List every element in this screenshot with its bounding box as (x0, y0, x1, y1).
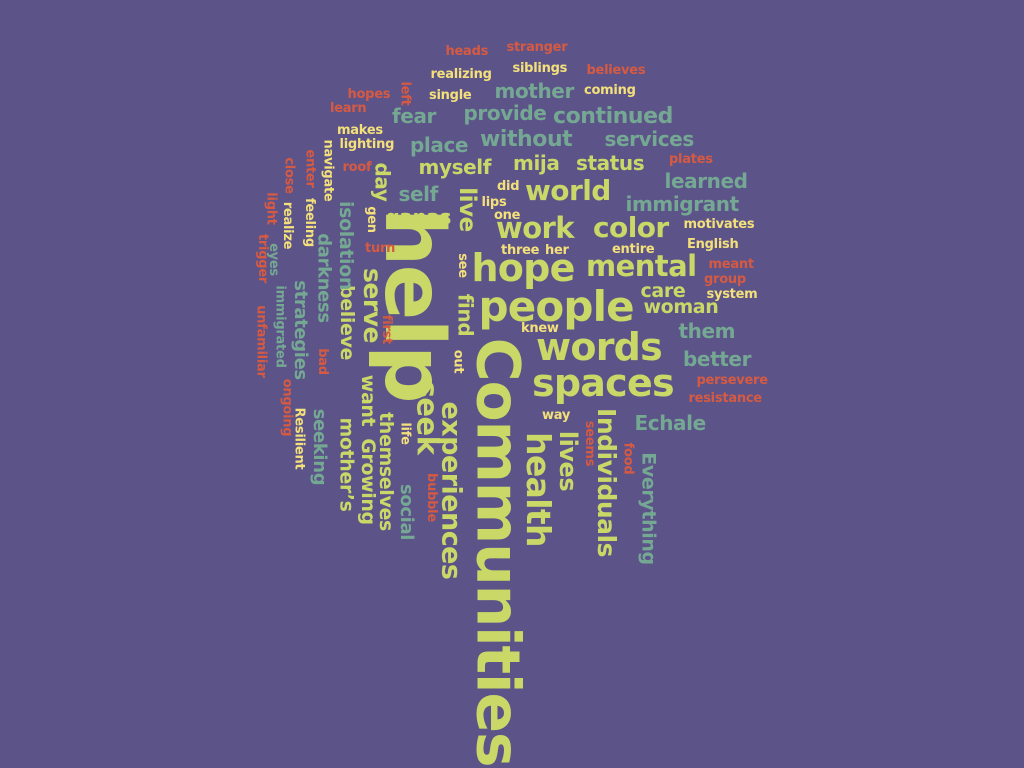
word-strategies: strategies (289, 280, 311, 380)
word-believe: believe (335, 284, 358, 360)
word-self: self (398, 182, 439, 206)
word-meant: meant (708, 256, 755, 272)
word-gen: gen (363, 205, 379, 233)
word-seek: seek (410, 380, 445, 454)
word-realize: realize (279, 201, 295, 249)
word-provide: provide (463, 101, 547, 125)
word-live: live (453, 186, 480, 232)
word-spaces: spaces (532, 361, 675, 405)
word-feeling: feeling (301, 197, 317, 247)
word-without: without (480, 127, 573, 152)
word-group: group (704, 271, 746, 287)
word-day: day (370, 162, 395, 202)
word-bubble: bubble (423, 472, 439, 522)
word-ongoing: ongoing (279, 378, 295, 436)
word-communities: Communities (461, 337, 532, 767)
word-enter: enter (302, 148, 318, 188)
word-services: services (604, 127, 695, 151)
word-entire: entire (612, 241, 655, 257)
word-motivates: motivates (683, 216, 755, 232)
word-bad: bad (314, 347, 330, 375)
word-them: them (678, 319, 736, 343)
word-light: light (263, 191, 279, 225)
word-immigrant: immigrant (625, 192, 740, 216)
word-english: English (687, 236, 739, 252)
word-learn: learn (330, 100, 367, 116)
word-out: out (450, 349, 466, 373)
word-social: social (396, 483, 418, 541)
word-stranger: stranger (506, 39, 568, 55)
word-find: find (452, 293, 477, 337)
word-lighting: lighting (339, 136, 395, 152)
word-her: her (545, 242, 569, 258)
word-mija: mija (513, 151, 560, 175)
word-care: care (640, 279, 686, 302)
word-seeking: seeking (309, 408, 331, 486)
word-learned: learned (664, 169, 749, 193)
word-system: system (706, 286, 758, 302)
word-everything: Everything (637, 451, 660, 565)
word-heads: heads (445, 43, 489, 59)
word-resilient: Resilient (291, 407, 307, 469)
word-unfamiliar: unfamiliar (253, 304, 269, 378)
word-turn: turn (365, 240, 396, 256)
word-did: did (497, 178, 520, 194)
word-three: three (501, 242, 540, 258)
word-mental: mental (586, 248, 697, 283)
word-left: left (397, 80, 413, 106)
word-isolation: isolation (334, 200, 357, 290)
word-place: place (410, 133, 469, 157)
word-see: see (454, 252, 470, 278)
word-roof: roof (342, 159, 372, 175)
word-growing: Growing (356, 437, 379, 525)
word-food: food (620, 442, 636, 474)
word-fear: fear (392, 104, 437, 128)
word-lives: lives (554, 430, 583, 492)
word-believes: believes (586, 62, 646, 78)
word-color: color (593, 211, 669, 244)
word-plates: plates (669, 151, 713, 167)
word-life: life (397, 421, 413, 445)
word-world: world (525, 174, 611, 207)
word-immigrated: immigrated (272, 284, 288, 368)
word-continued: continued (553, 104, 673, 129)
word-one: one (494, 207, 521, 223)
word-better: better (683, 347, 752, 371)
word-hope: hope (471, 246, 576, 290)
word-realizing: realizing (430, 66, 492, 82)
word-words: words (536, 325, 663, 369)
word-first: first (378, 314, 394, 344)
word-knew: knew (521, 320, 559, 336)
word-trigger: trigger (254, 233, 270, 283)
word-single: single (429, 87, 472, 103)
word-mother: mother (494, 79, 575, 103)
word-echale: Echale (634, 411, 707, 435)
word-individuals: Individuals (591, 407, 621, 557)
word-status: status (576, 151, 645, 175)
word-coming: coming (584, 82, 636, 98)
word-way: way (542, 407, 571, 423)
word-health: health (518, 431, 558, 547)
word-seems: seems (581, 420, 597, 466)
word-navigate: navigate (320, 139, 336, 201)
word-siblings: siblings (512, 60, 568, 76)
word-mother-s: mother’s (335, 416, 358, 512)
word-hopes: hopes (347, 86, 391, 102)
word-resistance: resistance (688, 390, 763, 406)
word-myself: myself (418, 155, 492, 179)
word-persevere: persevere (696, 372, 769, 388)
word-work: work (496, 210, 575, 245)
word-woman: woman (643, 295, 719, 318)
word-makes: makes (337, 122, 383, 138)
word-close: close (281, 156, 297, 194)
word-lips: lips (481, 194, 507, 210)
word-want: want (356, 374, 379, 426)
word-ganas: ganas (385, 205, 452, 229)
word-people: people (478, 282, 635, 331)
